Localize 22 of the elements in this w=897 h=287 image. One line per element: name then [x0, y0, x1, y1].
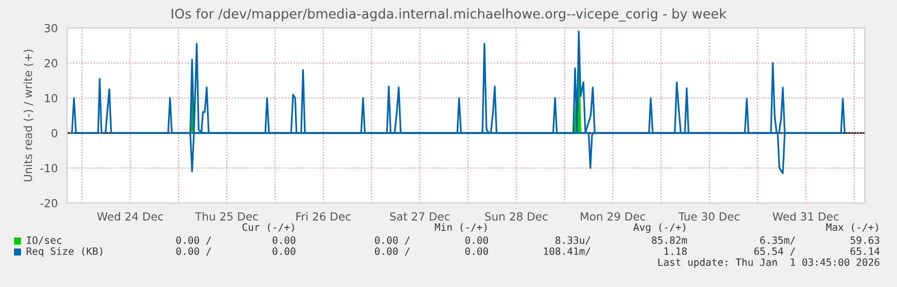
legend-label: IO/sec — [26, 236, 62, 245]
y-tick-label: -10 — [40, 164, 58, 172]
x-tick-label: Tue 30 Dec — [678, 212, 740, 221]
x-tick-label: Sun 28 Dec — [485, 212, 548, 221]
y-tick-label: 0 — [52, 128, 58, 138]
y-axis-title: Units read (-) / write (+) — [24, 50, 34, 182]
text: 0.00 / 0.00 0.00 / 0.00 8.33u/ 85.82m 6.35m/ 59.63 — [176, 236, 880, 245]
y-tick-label: 30 — [44, 24, 58, 32]
y-tick-label: 10 — [45, 94, 58, 102]
chart-title: IOs for /dev/mapper/bmedia-agda.internal.michaelhowe.org--vicepe_corig - by week — [172, 8, 726, 22]
y-tick-label: 20 — [44, 58, 58, 68]
text: Cur (-/+) Min (-/+) Avg (-/+) Max (-/+) — [242, 223, 878, 233]
legend-label: Req Size (KB) — [26, 247, 102, 257]
x-tick-label: Thu 25 Dec — [194, 212, 258, 221]
text: Last update: Thu Jan 1 03:45:00 2026 — [658, 258, 880, 268]
x-tick-label: Fri 26 Dec — [296, 212, 351, 221]
x-tick-label: Wed 24 Dec — [97, 212, 164, 221]
y-tick-label: -20 — [40, 198, 58, 208]
x-tick-label: Mon 29 Dec — [580, 212, 646, 221]
x-tick-label: Wed 31 Dec — [772, 212, 839, 221]
text: 0.00 / 0.00 0.00 / 0.00 108.41m/ 1.18 65.54 / 65.14 — [176, 247, 880, 256]
x-tick-label: Sat 27 Dec — [390, 212, 450, 221]
